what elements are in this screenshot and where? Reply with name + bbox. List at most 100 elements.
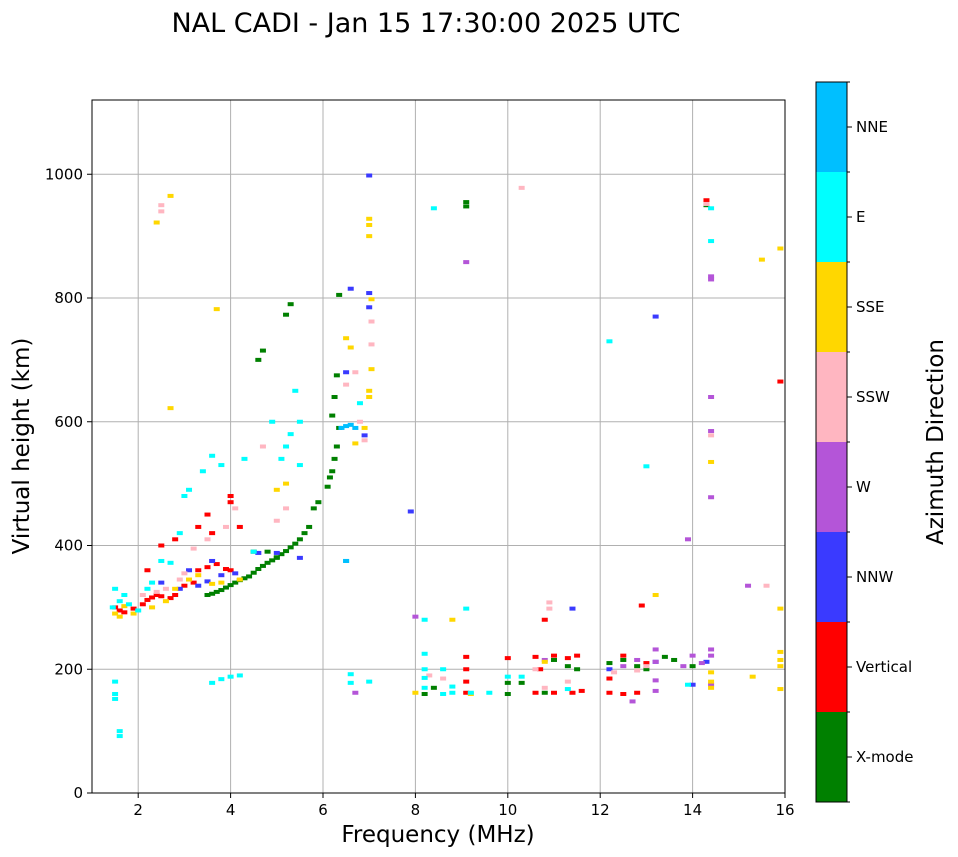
echo-point <box>186 487 193 492</box>
echo-point <box>343 370 350 375</box>
echo-point <box>366 173 373 178</box>
echo-point <box>116 734 123 739</box>
echo-point <box>777 664 784 669</box>
echo-point <box>153 589 160 594</box>
echo-point <box>366 395 373 399</box>
echo-point <box>634 657 641 662</box>
echo-point <box>352 425 359 430</box>
echo-point <box>606 339 613 344</box>
echo-point <box>440 676 447 681</box>
echo-point <box>541 685 548 690</box>
colorbar-segment <box>816 622 847 712</box>
echo-point <box>158 558 165 563</box>
echo-point <box>463 606 470 611</box>
echo-point <box>537 667 544 672</box>
echo-point <box>218 588 225 593</box>
series-vertical <box>112 198 784 696</box>
echo-point <box>366 679 373 684</box>
echo-point <box>412 690 419 695</box>
echo-point <box>620 653 627 658</box>
echo-point <box>109 605 116 610</box>
echo-point <box>176 531 183 536</box>
echo-point <box>331 456 338 461</box>
echo-point <box>241 456 248 461</box>
colorbar-segment <box>816 172 847 262</box>
echo-point <box>116 614 123 619</box>
echo-point <box>116 599 123 604</box>
echo-point <box>708 670 715 675</box>
colorbar-segment <box>816 442 847 532</box>
x-tick-label: 8 <box>411 801 421 819</box>
echo-point <box>546 600 553 605</box>
echo-point <box>368 297 375 302</box>
echo-point <box>366 234 373 239</box>
x-tick-label: 10 <box>498 801 517 819</box>
echo-point <box>569 606 576 611</box>
echo-point <box>130 611 137 616</box>
echo-point <box>116 729 123 734</box>
echo-point <box>708 206 715 211</box>
echo-point <box>634 690 641 695</box>
echo-point <box>204 512 211 517</box>
echo-point <box>301 531 308 536</box>
echo-point <box>167 596 174 601</box>
colorbar-segment <box>816 262 847 352</box>
echo-point <box>278 552 285 557</box>
echo-point <box>283 549 290 554</box>
echo-point <box>708 429 715 434</box>
echo-point <box>181 571 188 576</box>
echo-point <box>213 562 220 567</box>
echo-point <box>643 464 650 469</box>
echo-point <box>306 524 313 529</box>
echo-point <box>463 679 470 684</box>
echo-point <box>273 487 280 492</box>
echo-point <box>749 674 756 679</box>
echo-point <box>259 444 266 449</box>
echo-point <box>777 379 784 384</box>
echo-point <box>412 614 419 619</box>
echo-point <box>638 603 645 608</box>
echo-point <box>661 654 668 659</box>
echo-point <box>296 555 303 560</box>
echo-point <box>112 696 119 701</box>
echo-point <box>273 518 280 523</box>
echo-point <box>273 550 280 555</box>
colorbar-segment <box>816 82 847 172</box>
echo-point <box>777 657 784 662</box>
echo-point <box>144 597 151 602</box>
series-ssw <box>139 185 770 690</box>
echo-point <box>343 558 350 563</box>
echo-point <box>708 459 715 464</box>
echo-point <box>449 690 456 695</box>
echo-point <box>310 506 317 511</box>
echo-point <box>204 593 211 597</box>
echo-point <box>259 348 266 353</box>
echo-point <box>227 674 234 679</box>
echo-point <box>144 568 151 573</box>
y-tick-label: 600 <box>54 413 83 431</box>
colorbar-tick-label: E <box>856 208 865 226</box>
echo-point <box>532 667 539 672</box>
y-tick-label: 200 <box>54 660 83 678</box>
echo-point <box>518 185 525 190</box>
echo-point <box>708 653 715 658</box>
echo-point <box>578 688 585 693</box>
echo-point <box>352 370 359 375</box>
echo-point <box>463 260 470 265</box>
echo-point <box>176 586 183 591</box>
echo-point <box>421 617 428 622</box>
echo-point <box>684 682 691 687</box>
echo-point <box>463 667 470 672</box>
echo-point <box>361 433 368 438</box>
echo-point <box>144 586 151 591</box>
echo-point <box>574 653 581 658</box>
echo-point <box>643 667 650 672</box>
echo-point <box>162 586 169 591</box>
echo-point <box>777 606 784 611</box>
echo-point <box>680 664 687 669</box>
echo-point <box>763 583 770 588</box>
echo-point <box>227 583 234 588</box>
echo-point <box>546 606 553 611</box>
series-nne <box>338 422 359 563</box>
echo-point <box>708 495 715 500</box>
